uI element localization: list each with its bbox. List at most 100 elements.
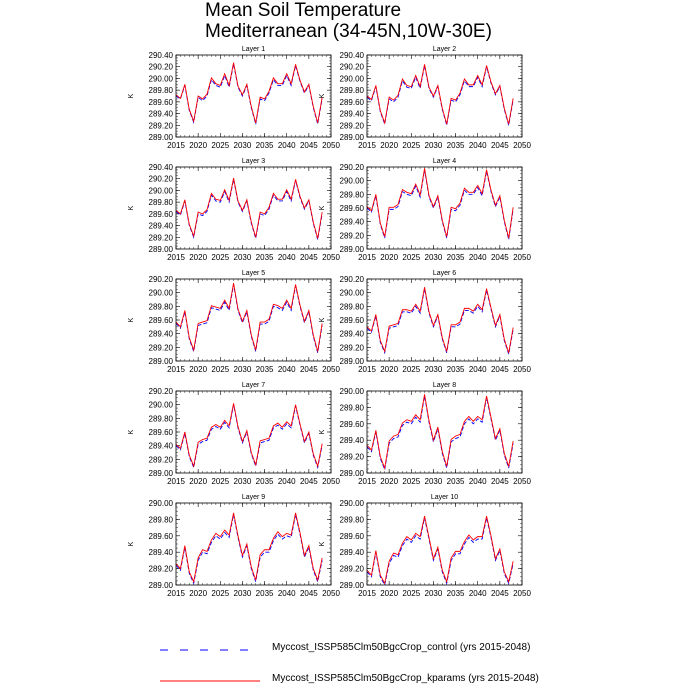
y-tick-label: 289.80	[149, 86, 174, 95]
y-tick-label: 289.40	[340, 548, 365, 557]
y-tick-label: 289.20	[149, 121, 174, 130]
y-axis-label: K	[319, 541, 326, 546]
y-tick-label: 289.20	[149, 343, 174, 352]
y-tick-label: 290.00	[340, 387, 365, 396]
x-tick-label: 2035	[447, 477, 465, 486]
x-tick-label: 2025	[211, 253, 229, 262]
y-tick-label: 289.80	[340, 515, 365, 524]
y-tick-label: 289.40	[340, 218, 365, 227]
y-tick-label: 289.20	[340, 343, 365, 352]
plot-frame	[366, 54, 523, 138]
y-tick-label: 290.00	[340, 177, 365, 186]
y-tick-label: 289.00	[149, 469, 174, 478]
series-line-control	[175, 404, 323, 470]
x-tick-label: 2030	[234, 365, 252, 374]
x-tick-label: 2030	[425, 253, 443, 262]
x-tick-label: 2015	[167, 365, 185, 374]
x-tick-label: 2020	[380, 365, 398, 374]
x-tick-label: 2045	[491, 477, 509, 486]
series-line-control	[366, 395, 514, 472]
x-tick-label: 2025	[402, 253, 420, 262]
y-tick-label: 289.00	[149, 581, 174, 590]
y-tick-label: 289.00	[340, 581, 365, 590]
y-tick-label: 289.00	[340, 469, 365, 478]
y-tick-label: 290.40	[149, 163, 174, 172]
y-tick-label: 289.60	[149, 532, 174, 541]
x-tick-label: 2040	[469, 589, 487, 598]
y-tick-label: 289.80	[149, 515, 174, 524]
y-tick-label: 289.20	[149, 233, 174, 242]
x-tick-label: 2045	[491, 253, 509, 262]
x-tick-label: 2030	[425, 365, 443, 374]
y-tick-label: 289.80	[149, 302, 174, 311]
y-tick-label: 290.00	[149, 186, 174, 195]
panel-title: Layer 4	[433, 158, 456, 165]
y-tick-label: 290.20	[149, 387, 174, 396]
panel-title: Layer 1	[242, 46, 265, 53]
y-tick-label: 289.80	[340, 86, 365, 95]
x-tick-label: 2020	[189, 477, 207, 486]
y-tick-label: 289.80	[340, 403, 365, 412]
x-tick-label: 2015	[358, 589, 376, 598]
y-tick-label: 289.40	[149, 330, 174, 339]
y-tick-label: 289.60	[340, 204, 365, 213]
series-line-kparams	[366, 168, 514, 239]
y-axis-label: K	[319, 93, 326, 98]
x-tick-label: 2020	[189, 589, 207, 598]
x-tick-label: 2015	[167, 141, 185, 150]
x-tick-label: 2035	[256, 589, 274, 598]
y-tick-label: 289.00	[340, 357, 365, 366]
y-tick-label: 289.00	[340, 133, 365, 142]
x-tick-label: 2015	[167, 477, 185, 486]
y-tick-label: 289.60	[340, 532, 365, 541]
y-tick-label: 290.20	[340, 63, 365, 72]
series-line-kparams	[175, 62, 323, 124]
x-tick-label: 2040	[278, 477, 296, 486]
y-tick-label: 290.20	[149, 175, 174, 184]
x-tick-label: 2020	[189, 141, 207, 150]
plot-frame	[175, 278, 332, 362]
x-tick-label: 2025	[211, 365, 229, 374]
x-tick-label: 2025	[402, 589, 420, 598]
y-tick-label: 289.20	[340, 453, 365, 462]
x-tick-label: 2050	[322, 141, 340, 150]
x-tick-label: 2040	[278, 365, 296, 374]
x-tick-label: 2015	[167, 253, 185, 262]
x-tick-label: 2030	[234, 253, 252, 262]
y-tick-label: 290.40	[149, 51, 174, 60]
y-tick-label: 289.00	[149, 357, 174, 366]
x-tick-label: 2035	[447, 589, 465, 598]
y-tick-label: 289.60	[340, 316, 365, 325]
x-tick-label: 2045	[491, 589, 509, 598]
x-tick-label: 2050	[322, 253, 340, 262]
y-tick-label: 289.40	[149, 442, 174, 451]
panel-title: Layer 2	[433, 46, 456, 53]
y-axis-label: K	[319, 429, 326, 434]
y-tick-label: 289.20	[340, 231, 365, 240]
series-line-kparams	[175, 178, 323, 239]
x-tick-label: 2025	[211, 141, 229, 150]
y-tick-label: 289.00	[149, 133, 174, 142]
y-tick-label: 289.40	[340, 110, 365, 119]
plot-frame	[366, 502, 523, 586]
panel-layer-3: Layer 3 290.40 290.20 290.00 289.80 289.60 289…	[128, 158, 340, 262]
y-tick-label: 289.60	[340, 420, 365, 429]
x-tick-label: 2035	[256, 253, 274, 262]
x-tick-label: 2015	[358, 477, 376, 486]
y-axis-label: K	[319, 317, 326, 322]
x-tick-label: 2020	[380, 589, 398, 598]
panel-layer-4: Layer 4 290.20 290.00 289.80 289.60 289.40 289…	[319, 158, 531, 262]
x-tick-label: 2050	[513, 477, 531, 486]
panel-title: Layer 8	[433, 382, 456, 389]
plot-frame	[175, 502, 332, 586]
y-tick-label: 289.60	[149, 98, 174, 107]
x-tick-label: 2015	[358, 141, 376, 150]
x-tick-label: 2045	[300, 589, 318, 598]
y-axis-label: K	[128, 541, 135, 546]
panel-title: Layer 10	[431, 494, 458, 501]
x-tick-label: 2035	[447, 365, 465, 374]
y-axis-label: K	[128, 93, 135, 98]
plot-frame	[175, 54, 332, 138]
legend	[160, 649, 260, 682]
series-line-control	[366, 288, 514, 355]
